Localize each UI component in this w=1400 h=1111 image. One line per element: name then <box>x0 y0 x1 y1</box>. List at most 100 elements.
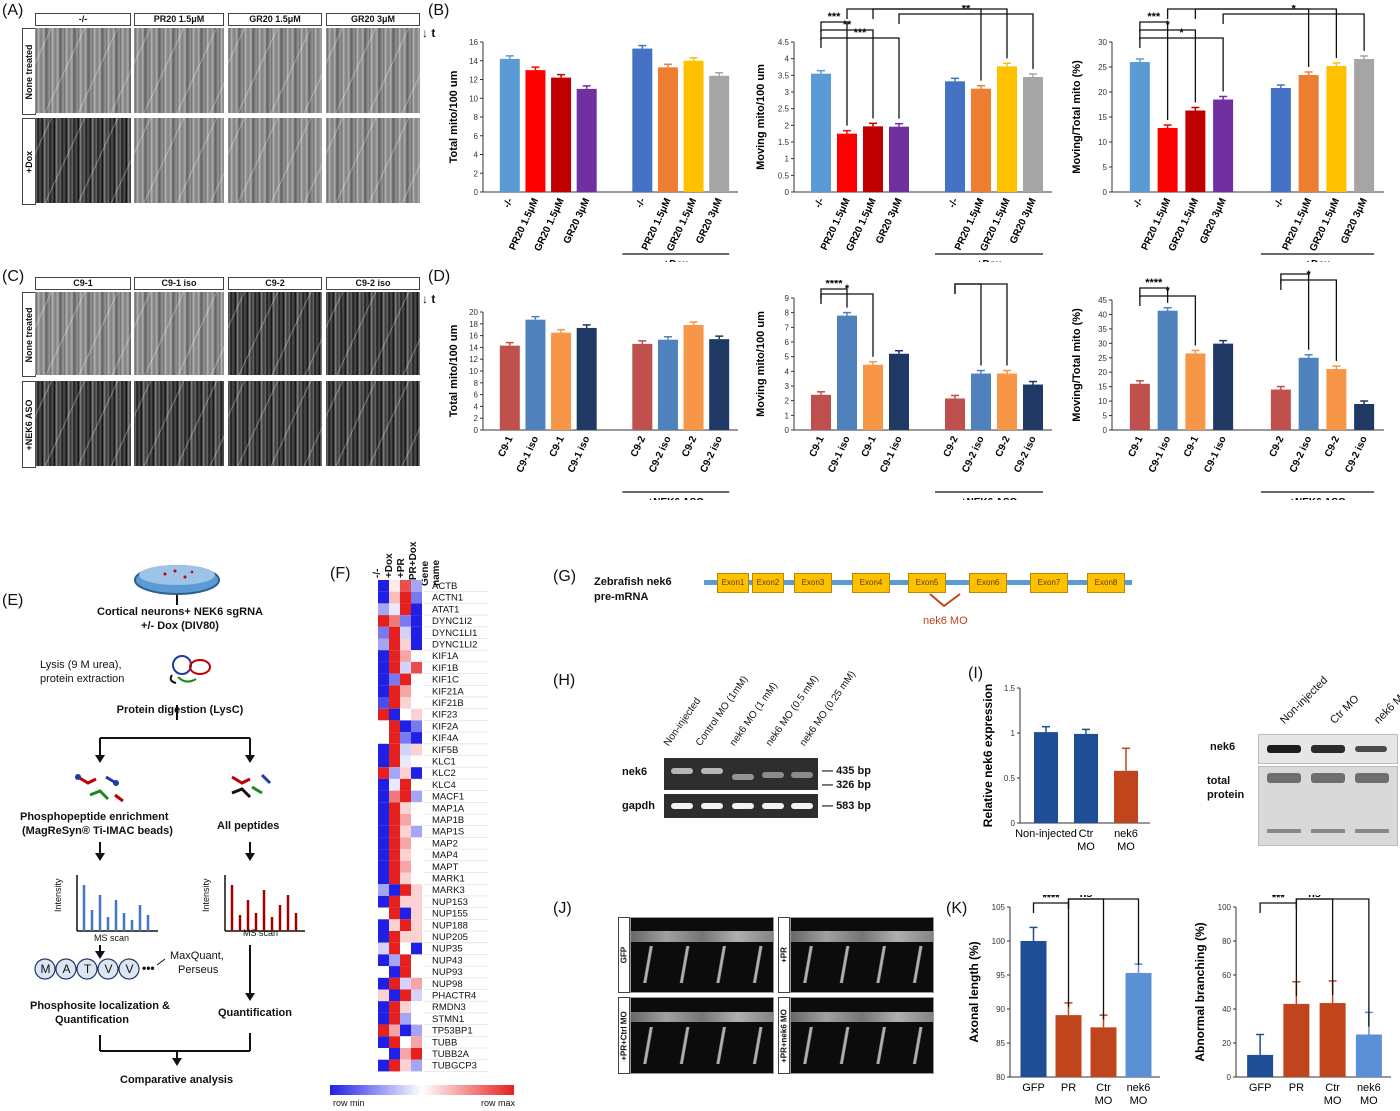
bar <box>1034 732 1058 823</box>
x-tick-label: MO <box>1117 841 1135 853</box>
exon-box: Exon8 <box>1087 573 1125 593</box>
workflow-software1: MaxQuant, <box>170 950 224 962</box>
heatmap-gene-label: KLC2 <box>432 768 456 779</box>
heatmap-gene-label: NUP155 <box>432 909 468 920</box>
heatmap-cell <box>400 1048 411 1060</box>
gene-label-2: pre-mRNA <box>594 591 649 603</box>
x-tick-label: C9-1 iso <box>515 435 541 475</box>
heatmap-gene-label: NUP98 <box>432 979 463 990</box>
group-label: +NEK6 ASO <box>961 497 1018 500</box>
bar <box>1213 343 1234 430</box>
bar <box>1129 62 1150 192</box>
y-tick-label: 14 <box>469 343 478 352</box>
peptide-letter: M <box>40 962 51 976</box>
x-tick-label: nek6 <box>1114 828 1138 840</box>
heatmap-cell <box>411 1036 422 1048</box>
y-axis-title: Relative nek6 expression <box>981 684 995 827</box>
workflow-quant: Quantification <box>218 1007 292 1019</box>
x-tick-label: C9-1 iso <box>566 435 592 475</box>
sig-label: ** <box>964 280 973 285</box>
heatmap-gene-label: KIF21A <box>432 686 464 697</box>
kymo-c-row-label-1: None treated <box>22 292 36 377</box>
bar <box>499 58 520 192</box>
heatmap-cell <box>411 814 422 826</box>
heatmap-gene-label: ATAT1 <box>432 604 459 615</box>
panel-label-c: (C) <box>2 268 25 285</box>
heatmap-cell <box>400 966 411 978</box>
y-tick-label: 3 <box>785 88 790 97</box>
y-tick-label: 3 <box>785 382 790 391</box>
x-tick-label: -/- <box>1132 197 1146 210</box>
heatmap-cell <box>411 755 422 768</box>
x-tick-label: C9-1 iso <box>1202 435 1228 475</box>
heatmap-colorbar <box>330 1085 514 1095</box>
heatmap-gene-label: KIF23 <box>432 710 457 721</box>
chart-d-moving-total: 0 5 10 15 20 25 30 35 40 45 Moving/Total mito (%) C… <box>1071 270 1384 500</box>
heatmap-scale-max: row max <box>481 1098 516 1108</box>
panel-label-g: (G) <box>553 568 577 585</box>
heatmap-gene-label: DYNC1LI1 <box>432 628 477 639</box>
heatmap-cell <box>378 884 389 896</box>
time-arrow-a: ↓ t <box>422 26 436 40</box>
heatmap-cell <box>411 1048 422 1060</box>
sig-bracket <box>1222 13 1365 51</box>
y-tick-label: 2 <box>785 397 790 406</box>
heatmap-cell <box>378 580 389 592</box>
heatmap-gene-label: MARK1 <box>432 874 465 885</box>
heatmap-cell <box>411 849 422 861</box>
heatmap-cell <box>378 708 389 721</box>
heatmap-cell <box>400 638 411 651</box>
heatmap-gene-label: RMDN3 <box>432 1002 466 1013</box>
heatmap-col-header: -/- <box>372 568 383 578</box>
x-tick-label: GFP <box>1249 1082 1272 1094</box>
gel-image-gapdh <box>664 794 818 818</box>
group-label: +Dox <box>977 259 1002 262</box>
heatmap-cell <box>389 895 400 908</box>
kymo-image <box>134 118 224 203</box>
heatmap-cell <box>400 720 411 733</box>
x-tick-label: MO <box>1095 1095 1113 1107</box>
heatmap-cell <box>378 931 389 943</box>
workflow-local2: Quantification <box>55 1014 129 1026</box>
kymo-image <box>35 381 131 466</box>
heatmap-cell <box>400 697 411 709</box>
heatmap-cell <box>378 1059 389 1072</box>
bar <box>657 67 678 192</box>
heatmap-cell <box>411 580 422 592</box>
y-tick-label: 4 <box>785 55 790 64</box>
y-tick-label: 4.5 <box>778 38 790 47</box>
y-tick-label: 10 <box>469 367 478 376</box>
heatmap-cell <box>400 942 411 955</box>
peptide-letter: A <box>62 962 71 976</box>
heatmap-scale-min: row min <box>333 1098 365 1108</box>
heatmap-cell <box>411 790 422 803</box>
heatmap-gene-label: TUBB2A <box>432 1049 470 1060</box>
heatmap-gene-label: TUBB <box>432 1037 457 1048</box>
heatmap-cell <box>389 884 400 896</box>
heatmap-cell <box>400 919 411 931</box>
heatmap-gene-label: NUP35 <box>432 944 463 955</box>
y-tick-label: 20 <box>1098 368 1107 377</box>
panel-label-f: (F) <box>330 565 351 582</box>
sig-bracket <box>1166 8 1310 67</box>
bar <box>551 332 572 430</box>
bar <box>551 77 572 192</box>
bar <box>499 345 520 430</box>
heatmap-cell <box>411 685 422 697</box>
heatmap-cell <box>411 907 422 920</box>
bar <box>1125 972 1152 1077</box>
sig-label: ** <box>936 5 945 10</box>
heatmap-cell <box>411 1001 422 1013</box>
group-label: +NEK6 ASO <box>1289 497 1346 500</box>
heatmap-cell <box>400 1024 411 1037</box>
workflow-phospho1: Phosphopeptide enrichment <box>20 811 169 823</box>
heatmap-cell <box>411 778 422 791</box>
y-tick-label: 10 <box>469 94 478 103</box>
heatmap-cell <box>411 837 422 850</box>
heatmap-cell <box>389 919 400 931</box>
bar <box>837 315 857 430</box>
x-tick-label: PR <box>1289 1082 1304 1094</box>
blot-row-label: nek6 <box>1210 741 1236 753</box>
heatmap-gene-label: MAP1B <box>432 815 464 826</box>
